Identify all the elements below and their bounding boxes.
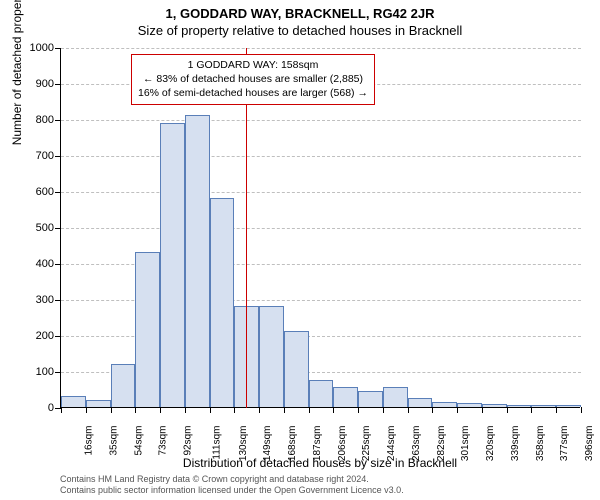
x-tick-label: 35sqm bbox=[108, 426, 119, 456]
page-title: 1, GODDARD WAY, BRACKNELL, RG42 2JR bbox=[0, 0, 600, 21]
y-tick-label: 1000 bbox=[16, 42, 54, 54]
y-tick bbox=[55, 336, 61, 337]
histogram-bar bbox=[284, 331, 309, 407]
annotation-line-2: ← 83% of detached houses are smaller (2,… bbox=[138, 72, 368, 86]
y-tick bbox=[55, 48, 61, 49]
y-tick bbox=[55, 372, 61, 373]
histogram-bar bbox=[86, 400, 111, 407]
x-tick bbox=[259, 407, 260, 413]
footer-attribution: Contains HM Land Registry data © Crown c… bbox=[60, 474, 404, 497]
x-tick bbox=[61, 407, 62, 413]
y-tick-label: 300 bbox=[16, 294, 54, 306]
y-tick-label: 100 bbox=[16, 366, 54, 378]
x-tick bbox=[135, 407, 136, 413]
histogram-bar bbox=[61, 396, 86, 407]
footer-line-2: Contains public sector information licen… bbox=[60, 485, 404, 496]
y-tick bbox=[55, 192, 61, 193]
histogram-bar bbox=[482, 404, 507, 407]
x-tick bbox=[160, 407, 161, 413]
x-tick bbox=[210, 407, 211, 413]
histogram-bar bbox=[210, 198, 235, 407]
x-tick bbox=[556, 407, 557, 413]
gridline bbox=[61, 120, 581, 121]
y-tick-label: 400 bbox=[16, 258, 54, 270]
x-tick bbox=[531, 407, 532, 413]
annotation-box: 1 GODDARD WAY: 158sqm← 83% of detached h… bbox=[131, 54, 375, 105]
x-tick-label: 396sqm bbox=[584, 426, 595, 462]
y-tick bbox=[55, 156, 61, 157]
histogram-bar bbox=[383, 387, 408, 407]
chart-area: Number of detached properties 0100200300… bbox=[60, 48, 580, 408]
x-tick bbox=[457, 407, 458, 413]
x-tick-label: 16sqm bbox=[84, 426, 95, 456]
y-tick-label: 600 bbox=[16, 186, 54, 198]
x-tick-label: 92sqm bbox=[183, 426, 194, 456]
y-tick-label: 900 bbox=[16, 78, 54, 90]
histogram-bar bbox=[309, 380, 334, 407]
x-tick bbox=[358, 407, 359, 413]
histogram-bar bbox=[408, 398, 433, 407]
histogram-bar bbox=[259, 306, 284, 407]
gridline bbox=[61, 228, 581, 229]
x-tick bbox=[507, 407, 508, 413]
x-tick bbox=[185, 407, 186, 413]
histogram-bar bbox=[531, 405, 556, 407]
histogram-bar bbox=[432, 402, 457, 407]
x-tick bbox=[284, 407, 285, 413]
x-tick-label: 54sqm bbox=[133, 426, 144, 456]
y-tick-label: 200 bbox=[16, 330, 54, 342]
plot-area: 0100200300400500600700800900100016sqm35s… bbox=[60, 48, 580, 408]
y-tick-label: 500 bbox=[16, 222, 54, 234]
histogram-bar bbox=[185, 115, 210, 407]
x-tick bbox=[234, 407, 235, 413]
x-tick bbox=[309, 407, 310, 413]
page-subtitle: Size of property relative to detached ho… bbox=[0, 21, 600, 38]
annotation-line-3: 16% of semi-detached houses are larger (… bbox=[138, 86, 368, 100]
y-tick bbox=[55, 120, 61, 121]
x-tick bbox=[408, 407, 409, 413]
x-tick bbox=[86, 407, 87, 413]
x-tick bbox=[383, 407, 384, 413]
x-tick bbox=[482, 407, 483, 413]
y-tick bbox=[55, 84, 61, 85]
histogram-bar bbox=[457, 403, 482, 407]
x-axis-label: Distribution of detached houses by size … bbox=[60, 456, 580, 470]
y-tick-label: 700 bbox=[16, 150, 54, 162]
histogram-bar bbox=[160, 123, 185, 407]
x-tick bbox=[581, 407, 582, 413]
x-tick-label: 111sqm bbox=[211, 426, 222, 460]
gridline bbox=[61, 48, 581, 49]
annotation-line-1: 1 GODDARD WAY: 158sqm bbox=[138, 58, 368, 72]
histogram-bar bbox=[556, 405, 581, 407]
x-tick-label: 73sqm bbox=[158, 426, 169, 456]
footer-line-1: Contains HM Land Registry data © Crown c… bbox=[60, 474, 404, 485]
histogram-bar bbox=[358, 391, 383, 407]
x-tick bbox=[333, 407, 334, 413]
histogram-bar bbox=[507, 405, 532, 407]
y-tick bbox=[55, 300, 61, 301]
histogram-bar bbox=[333, 387, 358, 407]
y-tick-label: 0 bbox=[16, 402, 54, 414]
x-tick bbox=[432, 407, 433, 413]
x-tick bbox=[111, 407, 112, 413]
histogram-bar bbox=[135, 252, 160, 407]
gridline bbox=[61, 192, 581, 193]
y-tick bbox=[55, 264, 61, 265]
y-tick-label: 800 bbox=[16, 114, 54, 126]
histogram-bar bbox=[111, 364, 136, 407]
gridline bbox=[61, 156, 581, 157]
y-tick bbox=[55, 228, 61, 229]
